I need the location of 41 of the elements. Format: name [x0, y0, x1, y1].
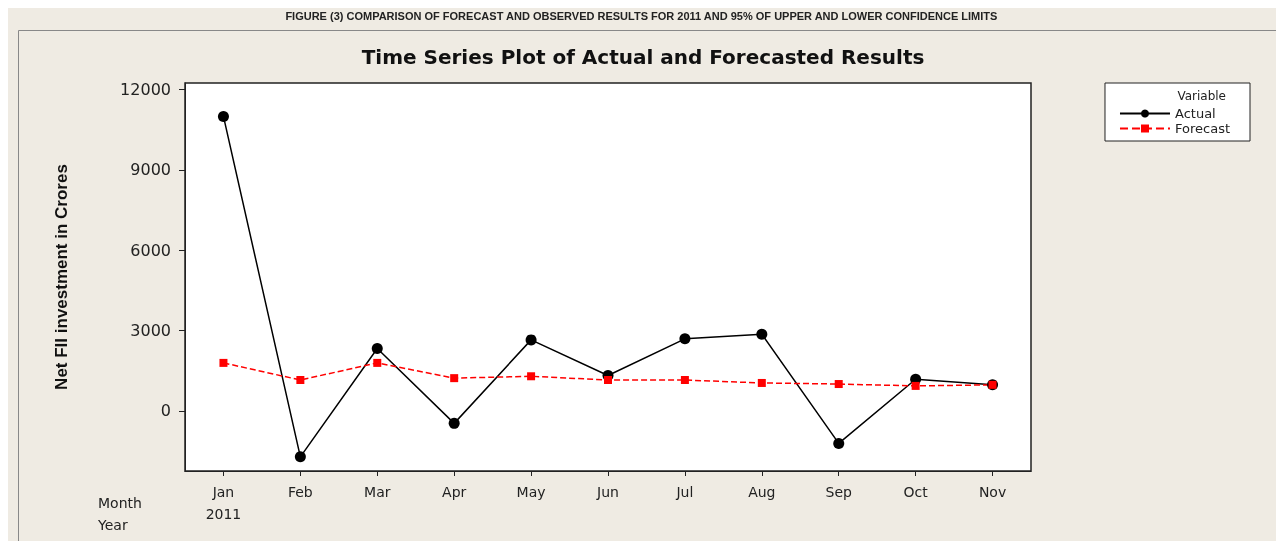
- point: [756, 328, 768, 340]
- point: [219, 358, 228, 367]
- point: [680, 376, 689, 385]
- x-axis-title: Month Year: [97, 495, 142, 533]
- point: [911, 381, 920, 390]
- point: [679, 333, 691, 345]
- point: [525, 334, 537, 346]
- point: [371, 342, 383, 354]
- y-tick-label: 3000: [130, 321, 171, 341]
- x-tick-label: Nov: [978, 484, 1007, 500]
- point: [604, 376, 612, 385]
- y-axis-title: Net FII investment in Crores: [52, 164, 71, 390]
- point: [834, 380, 843, 389]
- chart-title: Time Series Plot of Actual and Forecasted Results: [361, 45, 925, 69]
- x-tick-label: Mar: [364, 484, 391, 500]
- x-tick-label: Jul: [675, 484, 694, 500]
- point: [217, 110, 229, 122]
- legend-label: Actual: [1174, 106, 1216, 121]
- legend-title: Variable: [1177, 89, 1227, 103]
- x-tick-label: Jan 2011: [205, 484, 242, 522]
- y-tick-label: 6000: [130, 240, 171, 260]
- y-tick-label: 9000: [130, 160, 171, 180]
- legend-label: Forecast: [1174, 121, 1231, 136]
- point: [448, 417, 460, 429]
- y-tick-label: 0: [160, 401, 171, 421]
- point: [296, 376, 305, 385]
- x-tick-label: Aug: [748, 484, 776, 500]
- x-tick-label: Apr: [442, 484, 467, 500]
- point: [527, 372, 536, 381]
- point: [833, 437, 845, 449]
- x-tick-label: Feb: [287, 484, 313, 500]
- x-tick-label: Jun: [596, 484, 619, 500]
- x-tick-label: Oct: [903, 484, 929, 500]
- point: [450, 374, 459, 383]
- point: [757, 378, 766, 387]
- x-tick-label: May: [516, 484, 546, 500]
- x-tick-label: Sep: [825, 484, 853, 500]
- text: FIGURE (3) COMPARISON OF FORECAST AND OBSERVED RESULTS FOR 2011 AND 95% OF UPPER AND LOWER CONFIDENCE LIMITS: [285, 9, 998, 22]
- y-tick-label: 12000: [120, 80, 171, 100]
- point: [294, 451, 306, 463]
- point: [373, 358, 382, 367]
